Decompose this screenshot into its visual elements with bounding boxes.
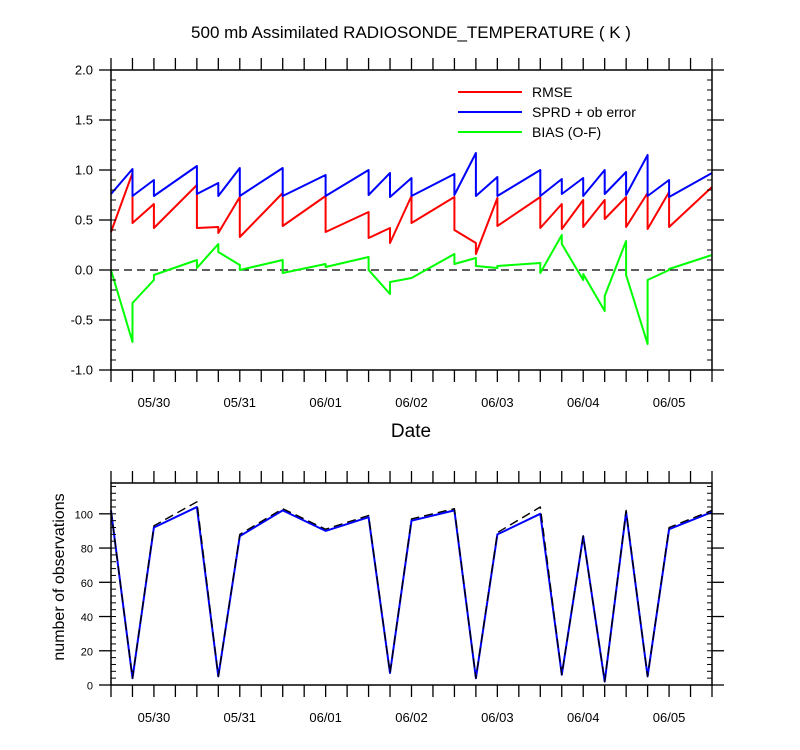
- y-tick-label: -0.5: [71, 313, 93, 328]
- series-line-bias-o-f-: [110, 234, 713, 345]
- bottom-chart-axes: 0 20 40 60 80 100 05/30 05/31 06/01 06/02 06/03 06/…: [75, 471, 724, 725]
- y-tick-label: 1.0: [75, 163, 93, 178]
- x-tick-label: 06/04: [567, 395, 600, 410]
- plot-frame: [110, 482, 713, 686]
- y-tick-label: 0: [87, 681, 93, 693]
- x-tick-label: 06/02: [395, 710, 428, 725]
- x-tick-label: 05/30: [138, 395, 171, 410]
- x-tick-label: 06/03: [481, 710, 514, 725]
- series-line-sprd-ob-error: [110, 152, 713, 198]
- top-chart-series: [110, 152, 713, 345]
- x-tick-label: 06/03: [481, 395, 514, 410]
- legend-label: SPRD + ob error: [532, 104, 636, 120]
- y-tick-label: 1.5: [75, 113, 93, 128]
- bottom-chart-series: [110, 501, 713, 683]
- x-tick-label: 06/01: [309, 710, 342, 725]
- x-tick-label: 06/02: [395, 395, 428, 410]
- x-tick-label: 06/05: [653, 710, 686, 725]
- y-tick-label: 0.5: [75, 213, 93, 228]
- y-tick-label: -1.0: [71, 363, 93, 378]
- series-line-possible: [110, 501, 713, 683]
- y-tick-label: 60: [81, 578, 93, 590]
- y-tick-label: 0.0: [75, 263, 93, 278]
- top-chart-legend: RMSE SPRD + ob error BIAS (O-F): [458, 84, 636, 140]
- series-line-rmse: [110, 172, 713, 255]
- x-tick-label: 06/04: [567, 710, 600, 725]
- series-line-assimilated: [110, 506, 713, 683]
- x-tick-label: 06/05: [653, 395, 686, 410]
- x-tick-label: 06/01: [309, 395, 342, 410]
- bottom-chart-ylabel: number of observations: [51, 493, 68, 660]
- y-tick-label: 20: [81, 646, 93, 658]
- top-chart-xlabel: Date: [391, 421, 431, 442]
- y-tick-label: 80: [81, 544, 93, 556]
- legend-label: RMSE: [532, 84, 572, 100]
- chart-title: 500 mb Assimilated RADIOSONDE_TEMPERATUR…: [191, 23, 631, 42]
- x-tick-label: 05/31: [224, 395, 257, 410]
- y-tick-label: 100: [75, 509, 93, 521]
- top-chart-axes: -1.0 -0.5 0.0 0.5 1.0 1.5 2.0 05/30 05/31 06/01 06…: [71, 58, 724, 410]
- legend-label: BIAS (O-F): [532, 124, 601, 140]
- x-tick-label: 05/31: [224, 710, 257, 725]
- y-tick-label: 2.0: [75, 63, 93, 78]
- y-tick-label: 40: [81, 612, 93, 624]
- x-tick-label: 05/30: [138, 710, 171, 725]
